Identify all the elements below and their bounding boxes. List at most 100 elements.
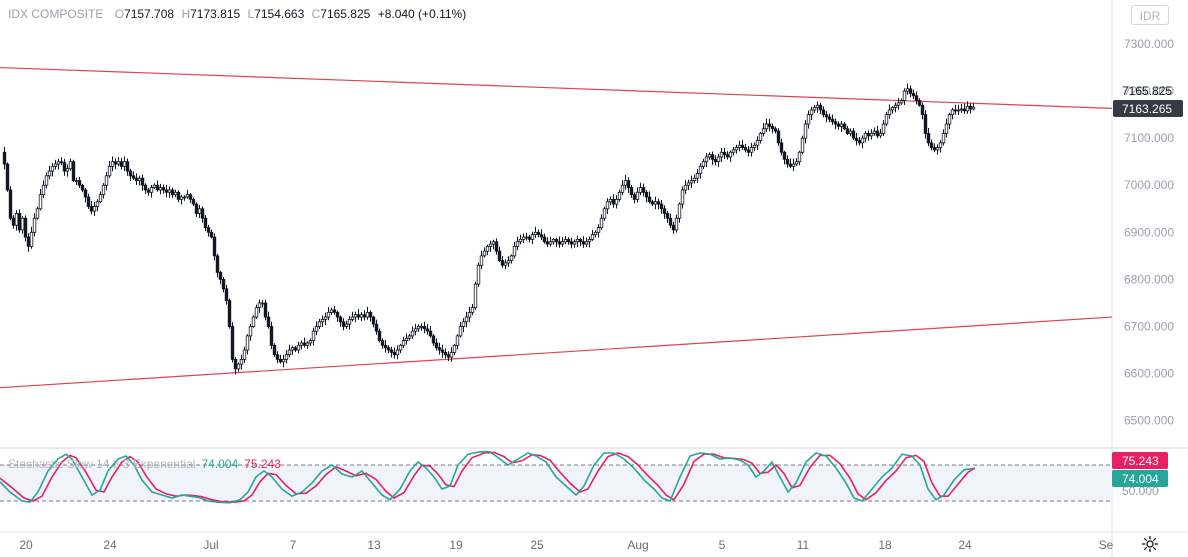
- candle: [833, 118, 838, 130]
- candle-body: [170, 189, 175, 196]
- candle-body: [455, 335, 460, 346]
- candle-body: [803, 123, 808, 139]
- candle-body: [374, 323, 379, 332]
- y-tick-label: 7300.000: [1124, 37, 1174, 51]
- candle-body: [917, 100, 922, 106]
- candle-body: [131, 175, 136, 179]
- candle-body: [818, 104, 823, 111]
- candle-body: [872, 130, 877, 134]
- k-value-tag-text: 74.004: [1122, 472, 1159, 486]
- candle-body: [419, 326, 424, 328]
- candle-body: [200, 208, 205, 219]
- candle-body: [458, 326, 463, 337]
- candle-body: [830, 118, 835, 123]
- candle: [104, 171, 109, 191]
- high-value: 7173.815: [190, 7, 241, 21]
- candle: [779, 138, 784, 156]
- oscillator-tick-label: 50.000: [1122, 484, 1159, 498]
- candle-body: [449, 351, 454, 358]
- candle-body: [290, 347, 295, 351]
- candle-body: [629, 187, 634, 196]
- candle-body: [338, 316, 343, 323]
- candle: [455, 334, 460, 350]
- candle: [251, 315, 256, 328]
- candle: [281, 354, 286, 368]
- candle-body: [914, 95, 919, 101]
- candle-body: [107, 166, 112, 177]
- candle-body: [686, 182, 691, 186]
- candle: [509, 254, 514, 264]
- oscillator-legend: Stochastic Slow 14 3 3 Exponential 74.004…: [8, 457, 281, 471]
- candle: [359, 312, 364, 322]
- candle-body: [86, 196, 91, 207]
- candle: [596, 224, 601, 238]
- candle-body: [329, 309, 334, 313]
- candle: [338, 315, 343, 327]
- candle: [368, 310, 373, 322]
- candle: [146, 188, 151, 196]
- candle-body: [743, 147, 748, 151]
- candle-body: [254, 307, 259, 318]
- candle-body: [725, 154, 730, 158]
- candle-body: [884, 114, 889, 125]
- candle: [899, 98, 904, 105]
- candle-body: [47, 170, 52, 177]
- candle-body: [272, 344, 277, 356]
- candle: [230, 322, 235, 363]
- candle-body: [383, 344, 388, 349]
- oscillator-name[interactable]: Stochastic Slow 14 3 3 Exponential: [8, 457, 196, 471]
- candle: [140, 174, 145, 191]
- candle-body: [962, 108, 967, 112]
- candle: [287, 344, 292, 358]
- currency-button[interactable]: IDR: [1131, 5, 1169, 25]
- candle-body: [785, 158, 790, 165]
- candle-body: [524, 236, 529, 239]
- candle-body: [212, 236, 217, 257]
- candle-body: [938, 142, 943, 148]
- candle-body: [623, 180, 628, 186]
- candle: [314, 321, 319, 336]
- candle: [398, 343, 403, 354]
- candle-body: [860, 137, 865, 144]
- candle-body: [326, 311, 331, 318]
- candle-body: [920, 104, 925, 116]
- candle-body: [461, 321, 466, 327]
- candle: [212, 233, 217, 261]
- candle: [842, 122, 847, 131]
- candle-body: [521, 236, 526, 240]
- candle-body: [848, 130, 853, 134]
- candle-body: [647, 196, 652, 203]
- candle: [434, 338, 439, 351]
- candle: [302, 337, 307, 348]
- candle-body: [950, 109, 955, 116]
- candle: [560, 237, 565, 247]
- candle-body: [158, 187, 163, 191]
- candle-body: [41, 184, 46, 196]
- candle: [350, 311, 355, 322]
- candle: [323, 312, 328, 325]
- candle: [806, 110, 811, 129]
- oscillator-k-value: 74.004: [201, 457, 239, 471]
- candle-body: [284, 354, 289, 360]
- candle-body: [827, 116, 832, 120]
- x-tick-label: 20: [19, 538, 33, 552]
- candle: [182, 195, 187, 201]
- candle-body: [485, 246, 490, 252]
- candle: [758, 131, 763, 144]
- candle-body: [956, 109, 961, 112]
- candle: [440, 344, 445, 358]
- candle-body: [29, 231, 34, 247]
- candle: [41, 180, 46, 199]
- candle: [371, 315, 376, 328]
- candle: [275, 351, 280, 364]
- x-tick-label: 13: [367, 538, 381, 552]
- candle-body: [17, 213, 22, 231]
- stochastic-d-line: [0, 451, 976, 504]
- candle-body: [833, 121, 838, 125]
- gear-icon[interactable]: [1141, 535, 1159, 553]
- candle-body: [632, 194, 637, 200]
- candle-body: [779, 142, 784, 153]
- candle: [296, 341, 301, 354]
- candle-body: [110, 161, 115, 167]
